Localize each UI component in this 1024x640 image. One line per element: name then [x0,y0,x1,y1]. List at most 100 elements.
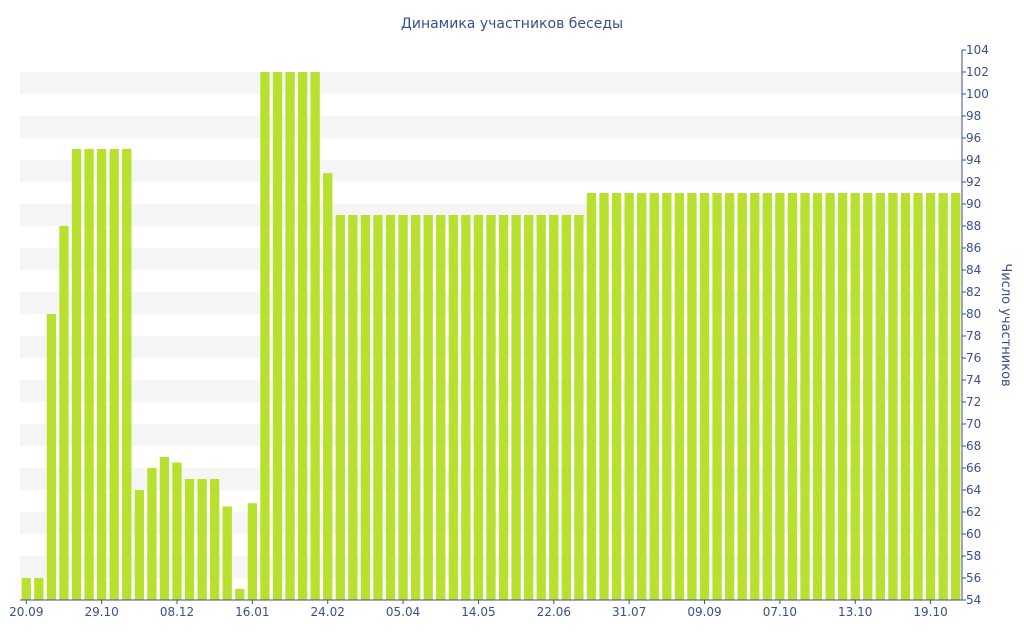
bar [624,193,634,600]
bar [46,314,57,600]
bar [373,215,383,600]
bar [775,193,785,600]
bar [888,193,898,600]
bar [21,578,31,600]
bar [511,215,521,600]
bar [875,193,885,600]
bar [473,215,484,600]
bar [662,193,672,600]
bar [637,193,647,600]
y-tick-label: 82 [966,285,981,299]
bar [84,149,94,600]
y-tick-label: 64 [966,483,981,497]
bar [448,215,458,600]
bar [134,490,144,600]
bar [59,226,69,600]
y-tick-label: 58 [966,549,981,563]
bar [486,215,496,600]
bar [549,215,559,600]
bar [272,72,283,600]
y-tick-label: 94 [966,153,981,167]
y-tick-label: 88 [966,219,981,233]
bar [812,193,823,600]
x-tick-label: 24.02 [311,605,345,619]
x-tick-label: 09.09 [687,605,721,619]
y-tick-label: 100 [966,87,989,101]
bar [360,215,371,600]
bar [247,503,257,600]
bar [574,215,584,600]
bar [900,193,911,600]
bar [423,215,433,600]
y-tick-label: 68 [966,439,981,453]
bar [348,215,358,600]
y-tick-label: 74 [966,373,981,387]
bar [724,193,735,600]
y-tick-label: 80 [966,307,981,321]
bar [385,215,396,600]
bar [197,479,207,600]
y-axis-label: Число участников [998,263,1013,386]
bar [925,193,936,600]
bar [649,193,659,600]
bar [210,479,220,600]
bar [951,193,961,600]
bar [410,215,421,600]
x-tick-label: 13.10 [838,605,872,619]
grid-band [20,160,962,182]
x-tick-label: 31.07 [612,605,646,619]
y-tick-label: 104 [966,43,989,57]
bar [750,193,760,600]
x-tick-label: 05.04 [386,605,420,619]
bar [260,72,270,600]
bar [147,468,157,600]
bar [222,506,232,600]
bar [398,215,408,600]
x-tick-label: 08.12 [160,605,194,619]
y-tick-label: 54 [966,593,981,607]
bar [838,193,848,600]
y-tick-label: 72 [966,395,981,409]
bar [599,193,609,600]
y-axis: 54 56 58 60 62 64 66 68 70 72 74 76 78 80 82 84 86 88 90 92… [961,43,989,607]
y-tick-label: 60 [966,527,981,541]
x-tick-label: 16.01 [235,605,269,619]
y-tick-label: 96 [966,131,981,145]
x-tick-label: 19.10 [913,605,947,619]
x-tick-label: 29.10 [84,605,118,619]
y-tick-label: 102 [966,65,989,79]
y-tick-label: 90 [966,197,981,211]
y-tick-label: 86 [966,241,981,255]
grid-band [20,72,962,94]
y-tick-label: 98 [966,109,981,123]
bar [498,215,509,600]
bar [762,193,772,600]
bar [184,479,195,600]
bar [122,149,132,600]
bar [461,215,471,600]
bar [687,193,697,600]
chart-title: Динамика участников беседы [401,16,623,32]
bar [737,193,747,600]
bar [159,457,170,600]
bar [787,193,798,600]
bar [712,193,722,600]
bar [561,215,571,600]
bar [71,149,82,600]
bar [235,589,245,600]
bar [800,193,810,600]
bar [310,72,320,600]
y-tick-label: 56 [966,571,981,585]
bar [34,578,44,600]
bar [674,193,685,600]
x-tick-label: 07.10 [763,605,797,619]
bar [825,193,835,600]
y-tick-label: 76 [966,351,981,365]
y-tick-label: 78 [966,329,981,343]
y-tick-label: 84 [966,263,981,277]
y-tick-label: 66 [966,461,981,475]
bar [536,215,546,600]
x-axis: 20.09 29.10 08.12 16.01 24.02 05.04 14.05 22.06… [9,599,962,619]
y-tick-label: 70 [966,417,981,431]
